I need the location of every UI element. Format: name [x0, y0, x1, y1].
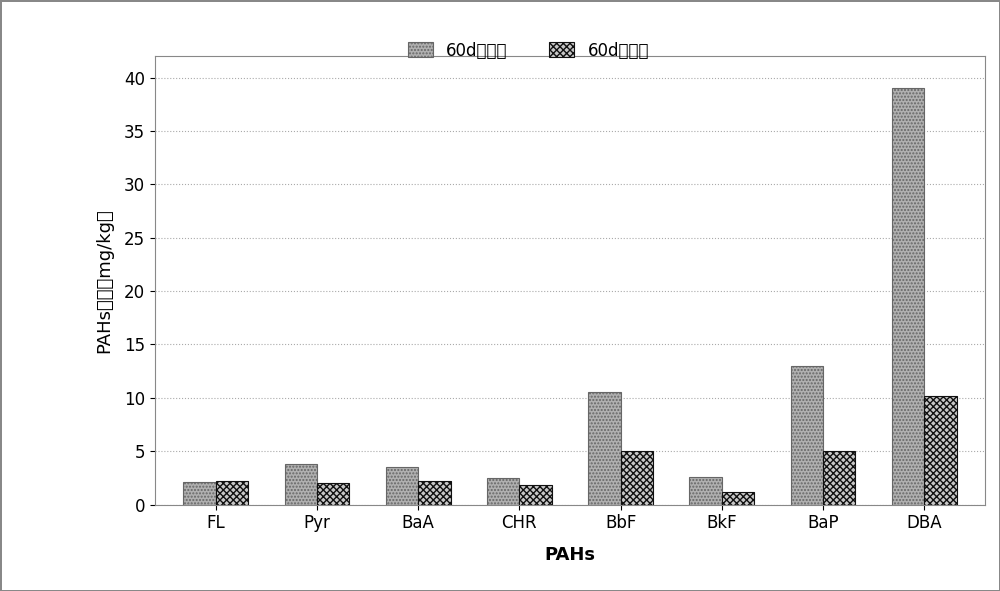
Bar [386, 467, 418, 505]
Bar [418, 481, 451, 505]
Bar [791, 366, 823, 505]
Bar [722, 492, 754, 505]
Bar [216, 481, 248, 505]
Bar [924, 396, 957, 505]
Bar [183, 482, 216, 505]
X-axis label: PAHs: PAHs [544, 546, 595, 564]
Bar [519, 485, 552, 505]
Bar [588, 392, 621, 505]
Bar [621, 451, 653, 505]
Bar [689, 477, 722, 505]
Bar [823, 451, 855, 505]
Bar [892, 88, 924, 505]
Y-axis label: PAHs浓度（mg/kg）: PAHs浓度（mg/kg） [95, 208, 113, 353]
Legend: 60d种植前, 60d种植后: 60d种植前, 60d种植后 [399, 33, 657, 68]
Bar [487, 478, 519, 505]
Bar [285, 464, 317, 505]
Bar [317, 483, 349, 505]
